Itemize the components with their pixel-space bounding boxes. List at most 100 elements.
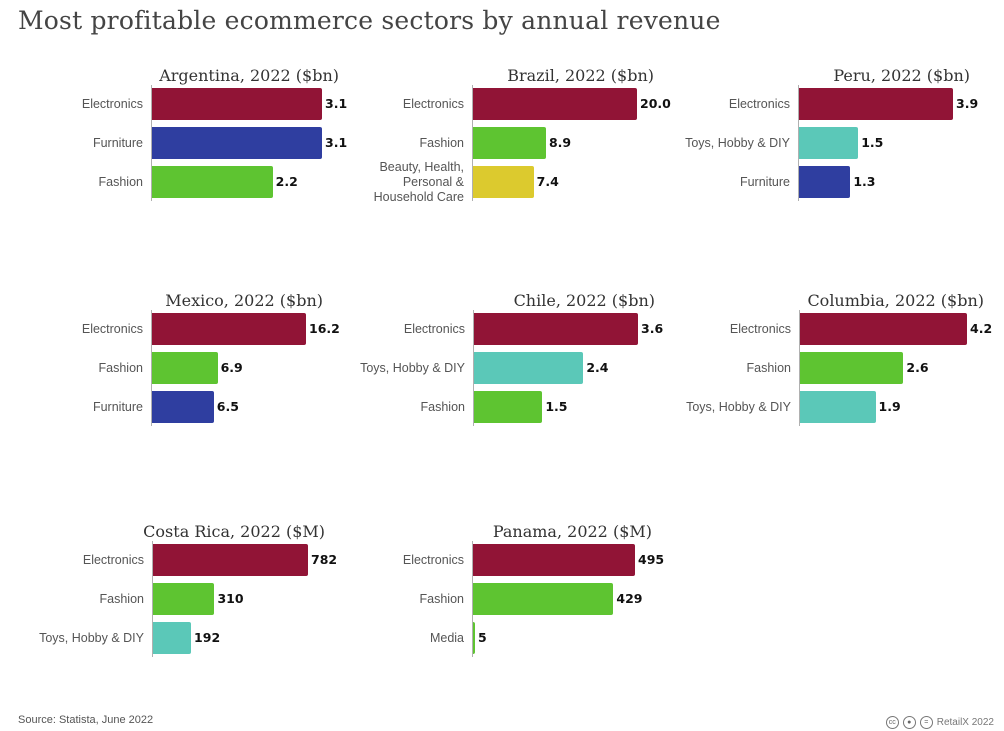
chart-panel: Chile, 2022 ($bn) Electronics 3.6 Toys, Hob… — [330, 291, 663, 466]
category-axis-line — [152, 541, 153, 657]
category-label: Fashion — [98, 360, 143, 375]
chart-panel: Peru, 2022 ($bn) Electronics 3.9 Toys, Hobb… — [660, 66, 990, 241]
category-label: Furniture — [92, 399, 143, 414]
data-label: 3.1 — [325, 96, 348, 111]
category-label: Beauty, Health, Personal & Household Care — [324, 160, 464, 212]
data-label: 192 — [194, 630, 221, 645]
category-axis-line — [799, 310, 800, 426]
bar — [153, 544, 308, 576]
bar — [474, 313, 638, 345]
category-label: Electronics — [81, 321, 143, 336]
bar — [800, 352, 904, 384]
bar — [474, 391, 543, 423]
chart-title: Mexico, 2022 ($bn) — [165, 291, 323, 310]
data-label: 16.2 — [309, 321, 340, 336]
data-label: 2.4 — [586, 360, 609, 375]
chart-panel: Costa Rica, 2022 ($M) Electronics 782 Fashi… — [0, 522, 337, 697]
bar — [153, 622, 192, 654]
credit-label: RetailX 2022 — [936, 717, 994, 728]
data-label: 20.0 — [640, 96, 671, 111]
creative-commons-icon: cc — [885, 716, 899, 729]
data-label: 1.5 — [861, 135, 884, 150]
data-label: 2.6 — [906, 360, 929, 375]
category-label-line: Personal & — [402, 175, 464, 189]
category-label: Furniture — [739, 174, 790, 189]
bar — [473, 88, 637, 120]
category-label: Media — [429, 630, 464, 645]
page-title: Most profitable ecommerce sectors by ann… — [18, 6, 721, 35]
category-axis-line — [798, 85, 799, 201]
bar — [152, 352, 218, 384]
attribution-icon: ● — [902, 716, 916, 729]
category-axis-line — [151, 85, 152, 201]
chart-title: Chile, 2022 ($bn) — [513, 291, 655, 310]
chart-title: Brazil, 2022 ($bn) — [507, 66, 654, 85]
data-label: 1.9 — [878, 399, 901, 414]
chart-title: Costa Rica, 2022 ($M) — [143, 522, 325, 541]
category-label: Electronics — [81, 96, 143, 111]
source-note: Source: Statista, June 2022 — [18, 714, 154, 726]
category-label: Electronics — [82, 552, 144, 567]
category-label: Electronics — [402, 552, 464, 567]
chart-panel: Columbia, 2022 ($bn) Electronics 4.2 Fashio… — [660, 291, 993, 466]
data-label: 7.4 — [536, 174, 559, 189]
data-label: 8.9 — [548, 135, 572, 150]
data-label: 2.2 — [275, 174, 298, 189]
chart-panel: Mexico, 2022 ($bn) Electronics 16.2 Fashion… — [0, 291, 340, 466]
category-label: Toys, Hobby & DIY — [360, 360, 465, 375]
bar — [152, 313, 306, 345]
bar — [152, 88, 322, 120]
bar — [473, 127, 546, 159]
data-label: 6.5 — [216, 399, 239, 414]
bar — [799, 127, 859, 159]
credit: cc ● = RetailX 2022 — [885, 716, 994, 729]
chart-panel: Panama, 2022 ($M) Electronics 495 Fashion 42… — [330, 522, 664, 697]
category-label: Fashion — [99, 591, 144, 606]
data-label: 1.3 — [853, 174, 876, 189]
chart-title: Peru, 2022 ($bn) — [833, 66, 970, 85]
bar — [473, 544, 635, 576]
bar — [800, 313, 967, 345]
bar — [473, 583, 614, 615]
category-label: Fashion — [746, 360, 791, 375]
data-label: 3.9 — [956, 96, 979, 111]
data-label: 782 — [311, 552, 338, 567]
category-label: Electronics — [728, 96, 790, 111]
bar — [153, 583, 215, 615]
bar — [474, 352, 584, 384]
chart-panel: Argentina, 2022 ($bn) Electronics 3.1 Furni… — [0, 66, 347, 241]
bar — [473, 622, 475, 654]
bar — [152, 127, 322, 159]
data-label: 4.2 — [970, 321, 993, 336]
data-label: 1.5 — [545, 399, 568, 414]
category-label: Fashion — [98, 174, 143, 189]
data-label: 3.1 — [325, 135, 348, 150]
data-label: 6.9 — [220, 360, 243, 375]
category-label-line: Beauty, Health, — [379, 160, 464, 174]
bar — [152, 166, 273, 198]
chart-title: Columbia, 2022 ($bn) — [807, 291, 984, 310]
data-label: 429 — [616, 591, 643, 606]
category-label: Electronics — [402, 96, 464, 111]
data-label: 5 — [478, 630, 487, 645]
category-label: Toys, Hobby & DIY — [686, 399, 791, 414]
no-derivatives-icon: = — [919, 716, 933, 729]
category-axis-line — [473, 310, 474, 426]
data-label: 310 — [217, 591, 244, 606]
category-label-line: Household Care — [373, 190, 464, 204]
category-label: Fashion — [419, 591, 464, 606]
chart-title: Argentina, 2022 ($bn) — [159, 66, 339, 85]
bar — [800, 391, 876, 423]
category-label: Fashion — [419, 135, 464, 150]
category-label: Toys, Hobby & DIY — [685, 135, 790, 150]
category-axis-line — [151, 310, 152, 426]
chart-title: Panama, 2022 ($M) — [492, 522, 652, 541]
category-label: Fashion — [420, 399, 465, 414]
bar — [473, 166, 534, 198]
bar — [799, 166, 851, 198]
category-label: Electronics — [403, 321, 465, 336]
bar — [799, 88, 953, 120]
category-label: Toys, Hobby & DIY — [39, 630, 144, 645]
category-axis-line — [472, 85, 473, 201]
chart-panel: Brazil, 2022 ($bn) Electronics 20.0 Fashion… — [330, 66, 671, 241]
